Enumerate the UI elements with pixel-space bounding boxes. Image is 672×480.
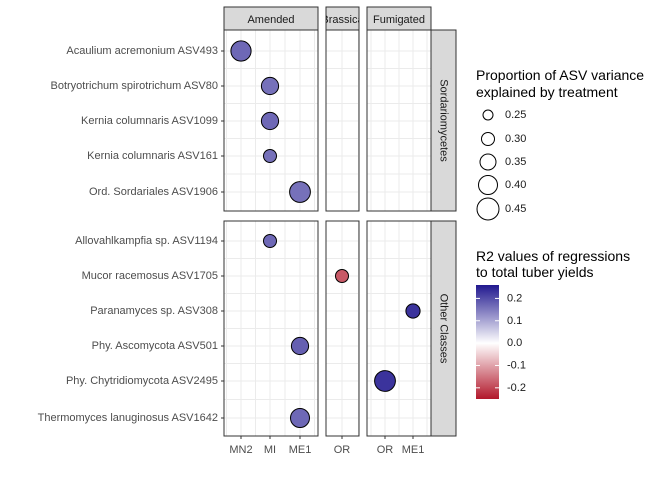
- size-legend-label: 0.45: [505, 203, 526, 215]
- size-legend-label: 0.25: [505, 109, 526, 121]
- x-tick-label: MI: [264, 444, 276, 456]
- panel-sordariomycetes-brassica: [325, 29, 360, 212]
- size-legend-key: [479, 153, 497, 171]
- size-legend-label: 0.40: [505, 179, 526, 191]
- panel-other-classes-brassica: [325, 220, 360, 437]
- data-point: [405, 303, 421, 319]
- x-tick-label: OR: [334, 444, 351, 456]
- y-tick-label: Thermomyces lanuginosus ASV1642: [38, 412, 218, 424]
- color-legend-label: 0.2: [507, 292, 522, 304]
- color-legend-title: R2 values of regressions: [476, 248, 630, 264]
- strip-fumigated: [366, 6, 432, 31]
- data-point: [289, 181, 311, 203]
- color-legend-title: to total tuber yields: [476, 264, 594, 280]
- data-point: [263, 149, 277, 163]
- panel-border: [223, 220, 319, 437]
- y-tick-label: Kernia columnaris ASV1099: [81, 115, 218, 127]
- size-legend-title: Proportion of ASV variance: [476, 67, 644, 83]
- strip-label-other-classes: Other Classes: [438, 294, 450, 364]
- y-tick-label: Kernia columnaris ASV161: [87, 150, 218, 162]
- data-point: [263, 234, 277, 248]
- y-tick-label: Acaulium acremonium ASV493: [66, 45, 218, 57]
- x-tick-label: ME1: [402, 444, 425, 456]
- size-legend-key: [481, 132, 495, 146]
- x-tick-label: ME1: [289, 444, 312, 456]
- size-legend-key: [478, 175, 498, 195]
- size-legend-title: explained by treatment: [476, 84, 618, 100]
- data-point: [260, 76, 280, 96]
- y-tick-label: Phy. Chytridiomycota ASV2495: [66, 375, 218, 387]
- size-legend-label: 0.30: [505, 133, 526, 145]
- panel-sordariomycetes-fumigated: [366, 29, 432, 212]
- data-point: [260, 111, 280, 131]
- strip-amended: [223, 6, 319, 31]
- y-tick-label: Mucor racemosus ASV1705: [82, 270, 218, 282]
- panel-other-classes-fumigated: [366, 220, 432, 437]
- x-tick-label: OR: [377, 444, 394, 456]
- color-legend-label: 0.1: [507, 315, 522, 327]
- data-point: [374, 370, 396, 392]
- color-legend-label: -0.1: [507, 359, 526, 371]
- strip-sordariomycetes: [430, 29, 457, 212]
- strip-label-fumigated: Fumigated: [373, 14, 425, 26]
- strip-brassica: [325, 6, 360, 31]
- y-tick-label: Paranamyces sp. ASV308: [90, 305, 218, 317]
- size-legend-label: 0.35: [505, 156, 526, 168]
- y-tick-label: Botryotrichum spirotrichum ASV80: [50, 80, 218, 92]
- color-legend-label: 0.0: [507, 337, 522, 349]
- data-point: [230, 40, 252, 62]
- y-tick-label: Allovahlkampfia sp. ASV1194: [75, 235, 218, 247]
- size-legend-key: [482, 109, 494, 121]
- panel-other-classes-amended: [223, 220, 319, 437]
- x-tick-label: MN2: [229, 444, 252, 456]
- strip-label-amended: Amended: [247, 14, 294, 26]
- strip-other-classes: [430, 220, 457, 437]
- data-point: [290, 408, 310, 428]
- color-legend-bar: [476, 285, 499, 399]
- data-point: [335, 269, 349, 283]
- y-tick-label: Phy. Ascomycota ASV501: [92, 340, 218, 352]
- data-point: [290, 336, 310, 356]
- strip-label-brassica: Brassica: [321, 14, 364, 26]
- strip-label-sordariomycetes: Sordariomycetes: [438, 79, 450, 162]
- y-tick-label: Ord. Sordariales ASV1906: [89, 186, 218, 198]
- size-legend-key: [476, 197, 500, 221]
- color-legend-label: -0.2: [507, 382, 526, 394]
